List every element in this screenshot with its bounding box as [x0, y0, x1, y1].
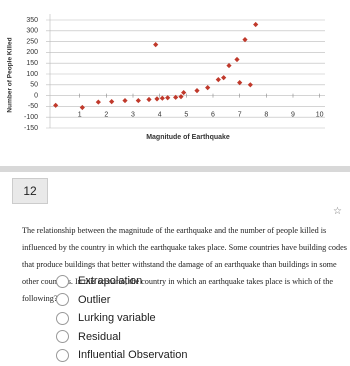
radio-button[interactable]	[56, 311, 69, 325]
option[interactable]: Outlier	[56, 292, 110, 308]
radio-button[interactable]	[56, 348, 69, 362]
point	[109, 99, 115, 105]
point	[159, 95, 165, 101]
x-tick-label: 9	[291, 111, 295, 118]
question-number: 12	[12, 178, 48, 204]
option[interactable]: Extrapolation	[56, 273, 142, 289]
chart: Number of People Killed Magnitude of Ear…	[7, 14, 325, 141]
y-tick-label: -150	[24, 125, 38, 132]
flag-icon[interactable]: ☆	[333, 206, 342, 217]
x-tick-label: 3	[131, 111, 135, 118]
point	[146, 96, 152, 103]
y-tick-label: 0	[34, 92, 38, 99]
x-tick-label: 7	[238, 111, 242, 118]
point	[226, 62, 232, 69]
y-tick-label: 150	[26, 60, 38, 67]
y-tick-label: 50	[30, 82, 38, 89]
point	[165, 95, 171, 101]
x-axis-label: Magnitude of Earthquake	[146, 134, 230, 141]
point	[181, 89, 187, 96]
option-label[interactable]: Extrapolation	[78, 275, 143, 287]
option-label[interactable]: Residual	[78, 330, 121, 343]
y-axis-label: Number of People Killed	[7, 37, 14, 112]
point	[205, 85, 211, 91]
option[interactable]: Residual	[56, 329, 121, 345]
radio-button[interactable]	[56, 274, 69, 288]
point	[53, 102, 59, 108]
y-tick-label: 100	[26, 71, 38, 78]
radio-button[interactable]	[56, 330, 69, 343]
y-tick-label: -100	[24, 114, 38, 121]
option[interactable]: Lurking variable	[56, 310, 156, 326]
option-label[interactable]: Influential Observation	[78, 349, 188, 361]
x-tick-label: 4	[158, 111, 162, 118]
y-tick-label: 200	[26, 49, 38, 56]
option[interactable]: Influential Observation	[56, 347, 187, 363]
point	[194, 88, 200, 94]
point	[242, 37, 248, 43]
x-tick-label: 5	[184, 111, 188, 118]
y-tick-label: 350	[26, 17, 38, 24]
question-text: The relationship between the magnitude o…	[22, 226, 347, 303]
point	[234, 56, 240, 63]
divider	[0, 166, 350, 172]
x-tick-label: 1	[78, 111, 82, 118]
point	[122, 97, 128, 104]
point	[153, 42, 159, 48]
point	[253, 21, 259, 28]
y-tick-label: 300	[26, 28, 38, 35]
point	[173, 94, 179, 100]
option-label[interactable]: Outlier	[78, 293, 111, 306]
x-tick-label: 2	[104, 111, 108, 118]
point	[247, 82, 253, 88]
y-tick-label: -50	[28, 103, 38, 110]
point	[215, 77, 221, 83]
x-tick-label: 10	[316, 111, 324, 118]
radio-button[interactable]	[56, 293, 69, 306]
x-tick-label: 8	[264, 111, 268, 118]
point	[135, 97, 141, 104]
point	[95, 99, 101, 105]
point	[237, 80, 243, 86]
option-label[interactable]: Lurking variable	[78, 312, 156, 324]
y-tick-label: 250	[26, 38, 38, 45]
point	[221, 75, 227, 81]
point	[154, 96, 160, 102]
x-tick-label: 6	[211, 111, 215, 118]
point	[79, 104, 85, 111]
point	[178, 94, 184, 100]
